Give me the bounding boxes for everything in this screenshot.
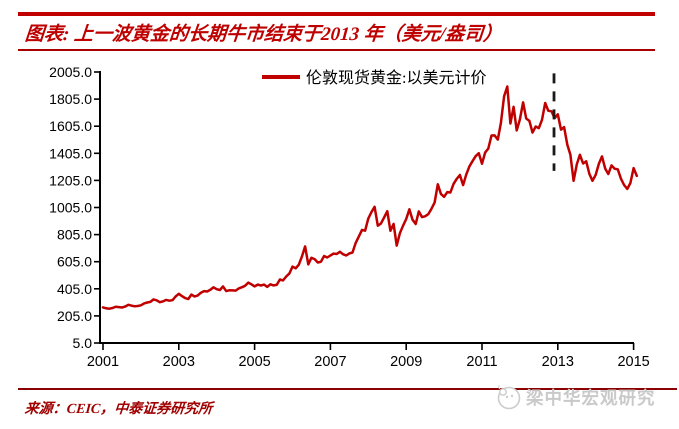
watermark-text: 梁中华宏观研究 [526, 387, 656, 408]
y-tick-label: 1805.0 [49, 91, 92, 107]
y-tick-label: 1205.0 [49, 172, 92, 188]
footer-rule [18, 388, 677, 390]
y-tick-label: 1405.0 [49, 145, 92, 161]
gold-price-line [101, 85, 639, 310]
y-tick-label: 205.0 [57, 308, 92, 324]
source-note: 来源：CEIC，中泰证券研究所 [24, 402, 213, 417]
x-tick-label: 2001 [87, 354, 119, 370]
y-tick-label: 405.0 [57, 281, 92, 297]
legend-label: 伦敦现货黄金:以美元计价 [306, 69, 486, 87]
x-tick-label: 2009 [390, 354, 422, 370]
x-tick-label: 2015 [617, 354, 649, 370]
top-rule [18, 12, 655, 16]
y-tick-label: 1605.0 [49, 118, 92, 134]
x-tick-label: 2011 [466, 354, 497, 370]
y-tick-label: 605.0 [57, 254, 92, 270]
title-rule [18, 49, 655, 51]
x-tick-label: 2013 [542, 354, 574, 370]
x-tick-label: 2007 [314, 354, 346, 370]
y-tick-label: 5.0 [73, 335, 93, 351]
figure-title: 图表: 上一波黄金的长期牛市结束于2013 年（美元/盎司） [24, 24, 504, 45]
watermark: 梁中华宏观研究 [494, 383, 656, 411]
y-tick-label: 2005.0 [49, 64, 92, 80]
x-tick-label: 2005 [238, 354, 270, 370]
x-tick-label: 2003 [163, 354, 195, 370]
watermark-logo-icon [497, 385, 521, 410]
y-tick-label: 1005.0 [49, 200, 92, 216]
y-tick-label: 805.0 [57, 227, 92, 243]
